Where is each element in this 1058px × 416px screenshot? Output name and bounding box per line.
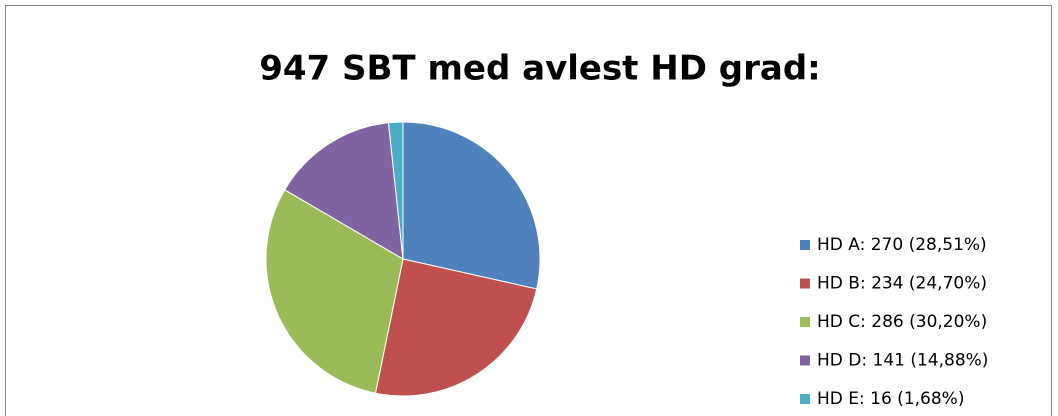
legend-swatch	[800, 240, 810, 250]
pie-slice	[387, 121, 404, 260]
legend-label: HD B: 234 (24,70%)	[817, 274, 987, 294]
legend-label: HD E: 16 (1,68%)	[817, 389, 964, 409]
legend-label: HD D: 141 (14,88%)	[817, 351, 988, 371]
chart-title: 947 SBT med avlest HD grad:	[259, 49, 821, 89]
legend-label: HD A: 270 (28,51%)	[817, 235, 987, 255]
pie-slice	[284, 122, 404, 260]
legend-label: HD C: 286 (30,20%)	[817, 312, 987, 332]
legend-swatch	[800, 278, 810, 289]
pie-slice	[265, 189, 404, 394]
legend-swatch	[800, 317, 810, 327]
pie-slice	[402, 121, 541, 290]
legend-swatch	[800, 355, 810, 366]
legend-swatch	[800, 394, 810, 404]
pie-slice	[374, 258, 538, 397]
